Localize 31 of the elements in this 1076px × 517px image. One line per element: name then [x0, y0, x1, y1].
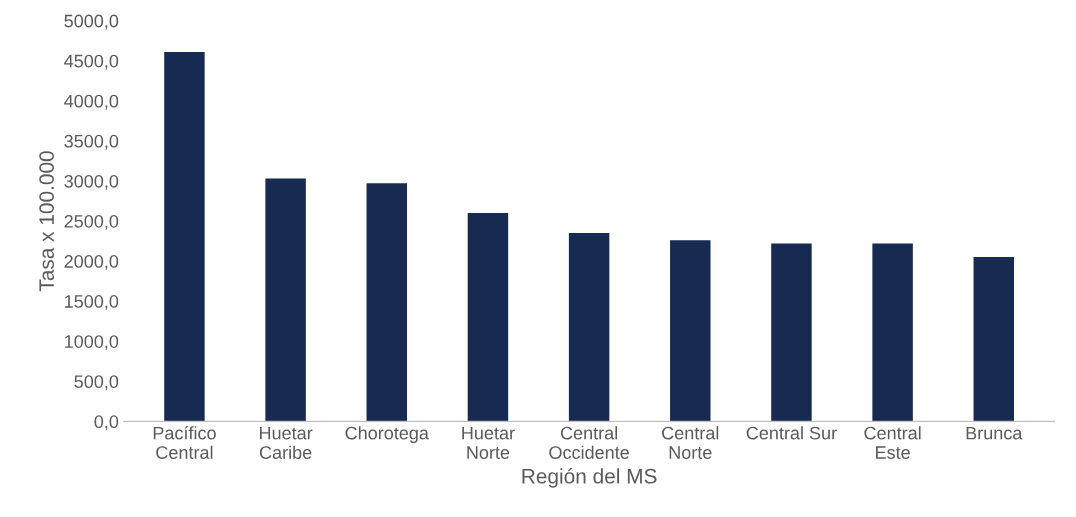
x-tick-label: Central Norte: [662, 426, 719, 459]
x-axis-title: Región del MS: [522, 468, 657, 488]
x-tick-label: Huetar Norte: [462, 426, 515, 459]
bar: [973, 257, 1015, 422]
y-tick-label: 0,0: [94, 415, 119, 431]
x-tick-label: Chorotega: [345, 426, 429, 444]
y-tick-label: 1000,0: [65, 335, 119, 351]
bar: [771, 243, 812, 422]
y-tick-label: 500,0: [74, 375, 119, 391]
bar: [872, 243, 913, 422]
x-tick-label: Central Occidente: [549, 426, 629, 459]
bar: [670, 240, 711, 422]
x-tick-label: Huetar Caribe: [259, 426, 313, 459]
x-tick-label: Central Sur: [746, 426, 837, 440]
x-tick-label: Central Este: [864, 426, 921, 459]
y-tick-label: 3500,0: [64, 134, 119, 150]
y-axis-title: Tasa x 100.000: [39, 151, 54, 292]
y-tick-label: 1500,0: [65, 295, 119, 311]
y-tick-label: 4500,0: [64, 54, 119, 70]
y-tick-label: 2000,0: [64, 255, 119, 270]
y-tick-label: 5000,0: [64, 14, 119, 30]
bar: [467, 213, 509, 422]
bar: [366, 183, 408, 422]
y-tick-label: 2500,0: [64, 214, 119, 230]
bar: [265, 178, 306, 422]
x-tick-label: Brunca: [966, 426, 1023, 440]
bar: [164, 51, 205, 422]
y-tick-label: 4000,0: [64, 94, 119, 110]
bar: [568, 233, 610, 422]
x-tick-label: Pacífico Central: [153, 426, 216, 459]
y-tick-label: 3000,0: [64, 174, 119, 190]
